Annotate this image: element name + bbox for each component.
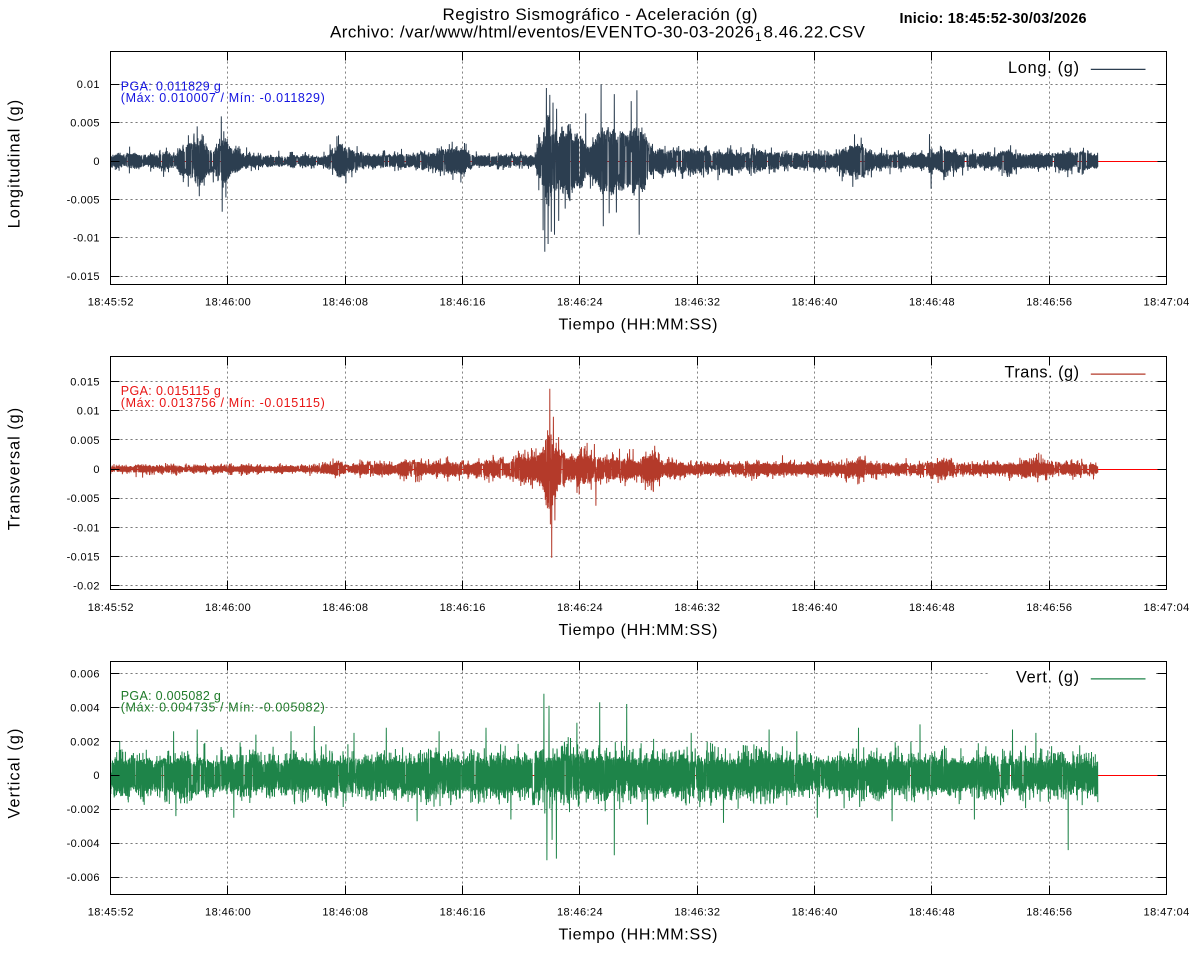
svg-text:18:46:16: 18:46:16: [440, 906, 486, 918]
svg-text:Transversal (g): Transversal (g): [6, 408, 24, 530]
svg-text:PGA: 0.015115 g: PGA: 0.015115 g: [121, 384, 221, 398]
svg-text:18:46:56: 18:46:56: [1026, 906, 1072, 918]
svg-text:18:46:24: 18:46:24: [557, 906, 603, 918]
svg-text:PGA: 0.011829 g: PGA: 0.011829 g: [121, 79, 221, 93]
svg-text:18:46:40: 18:46:40: [792, 297, 838, 309]
svg-text:18:46:32: 18:46:32: [674, 602, 720, 614]
svg-text:18:46:40: 18:46:40: [792, 906, 838, 918]
svg-text:18:45:52: 18:45:52: [88, 297, 134, 309]
svg-text:1: 1: [755, 30, 762, 44]
svg-text:8.46.22.CSV: 8.46.22.CSV: [764, 22, 866, 41]
svg-text:18:46:08: 18:46:08: [322, 906, 368, 918]
svg-text:0.006: 0.006: [70, 668, 99, 680]
svg-text:Archivo: /var/www/html/eventos: Archivo: /var/www/html/eventos/EVENTO-30…: [330, 22, 754, 41]
svg-text:-0.02: -0.02: [73, 581, 99, 593]
svg-text:-0.015: -0.015: [67, 551, 100, 563]
svg-text:Tiempo (HH:MM:SS): Tiempo (HH:MM:SS): [559, 926, 718, 943]
svg-text:(Máx: 0.013756 / Mín: -0.01511: (Máx: 0.013756 / Mín: -0.015115): [121, 396, 325, 410]
svg-text:Inicio: 18:45:52-30/03/2026: Inicio: 18:45:52-30/03/2026: [900, 11, 1087, 27]
svg-text:Long. (g): Long. (g): [1008, 59, 1079, 77]
svg-text:-0.006: -0.006: [67, 872, 100, 884]
svg-text:Longitudinal (g): Longitudinal (g): [6, 100, 24, 229]
svg-text:0.015: 0.015: [70, 377, 99, 389]
svg-text:18:46:32: 18:46:32: [674, 906, 720, 918]
svg-text:(Máx: 0.010007 / Mín: -0.01182: (Máx: 0.010007 / Mín: -0.011829): [121, 91, 325, 105]
svg-text:Vertical (g): Vertical (g): [6, 729, 24, 819]
svg-text:0: 0: [93, 770, 99, 782]
svg-text:0.01: 0.01: [77, 406, 100, 418]
svg-text:-0.004: -0.004: [67, 838, 100, 850]
svg-text:0.004: 0.004: [70, 702, 99, 714]
svg-text:Tiempo (HH:MM:SS): Tiempo (HH:MM:SS): [559, 622, 718, 639]
svg-text:0.005: 0.005: [70, 118, 99, 130]
svg-text:0.002: 0.002: [70, 736, 99, 748]
svg-text:0.005: 0.005: [70, 435, 99, 447]
svg-text:18:45:52: 18:45:52: [88, 906, 134, 918]
svg-text:18:46:24: 18:46:24: [557, 602, 603, 614]
svg-text:18:46:16: 18:46:16: [440, 602, 486, 614]
svg-text:18:47:04: 18:47:04: [1144, 906, 1190, 918]
svg-text:0: 0: [93, 156, 99, 168]
svg-text:Vert. (g): Vert. (g): [1016, 668, 1079, 686]
svg-text:-0.005: -0.005: [67, 493, 100, 505]
svg-text:18:46:08: 18:46:08: [322, 297, 368, 309]
svg-text:Registro Sismográfico - Aceler: Registro Sismográfico - Aceleración (g): [443, 5, 758, 24]
svg-text:18:46:48: 18:46:48: [909, 297, 955, 309]
svg-text:PGA: 0.005082 g: PGA: 0.005082 g: [121, 689, 221, 703]
svg-text:-0.005: -0.005: [67, 194, 100, 206]
svg-text:Tiempo (HH:MM:SS): Tiempo (HH:MM:SS): [559, 317, 718, 334]
svg-text:18:46:48: 18:46:48: [909, 906, 955, 918]
svg-text:(Máx: 0.004735 / Mín: -0.00508: (Máx: 0.004735 / Mín: -0.005082): [121, 701, 325, 715]
svg-text:18:46:48: 18:46:48: [909, 602, 955, 614]
svg-text:18:46:24: 18:46:24: [557, 297, 603, 309]
svg-text:18:46:00: 18:46:00: [205, 602, 251, 614]
svg-text:0.01: 0.01: [77, 79, 100, 91]
svg-text:18:46:00: 18:46:00: [205, 906, 251, 918]
svg-text:18:46:00: 18:46:00: [205, 297, 251, 309]
svg-text:18:46:16: 18:46:16: [440, 297, 486, 309]
svg-text:-0.002: -0.002: [67, 804, 100, 816]
svg-text:18:46:56: 18:46:56: [1026, 602, 1072, 614]
svg-text:0: 0: [93, 464, 99, 476]
svg-text:18:46:32: 18:46:32: [674, 297, 720, 309]
svg-text:-0.015: -0.015: [67, 271, 100, 283]
svg-text:18:47:04: 18:47:04: [1144, 602, 1190, 614]
svg-text:18:47:04: 18:47:04: [1144, 297, 1190, 309]
svg-text:-0.01: -0.01: [73, 233, 99, 245]
svg-text:18:46:08: 18:46:08: [322, 602, 368, 614]
svg-text:-0.01: -0.01: [73, 522, 99, 534]
svg-text:18:46:56: 18:46:56: [1026, 297, 1072, 309]
svg-text:18:45:52: 18:45:52: [88, 602, 134, 614]
svg-text:Trans. (g): Trans. (g): [1005, 364, 1080, 382]
svg-text:18:46:40: 18:46:40: [792, 602, 838, 614]
